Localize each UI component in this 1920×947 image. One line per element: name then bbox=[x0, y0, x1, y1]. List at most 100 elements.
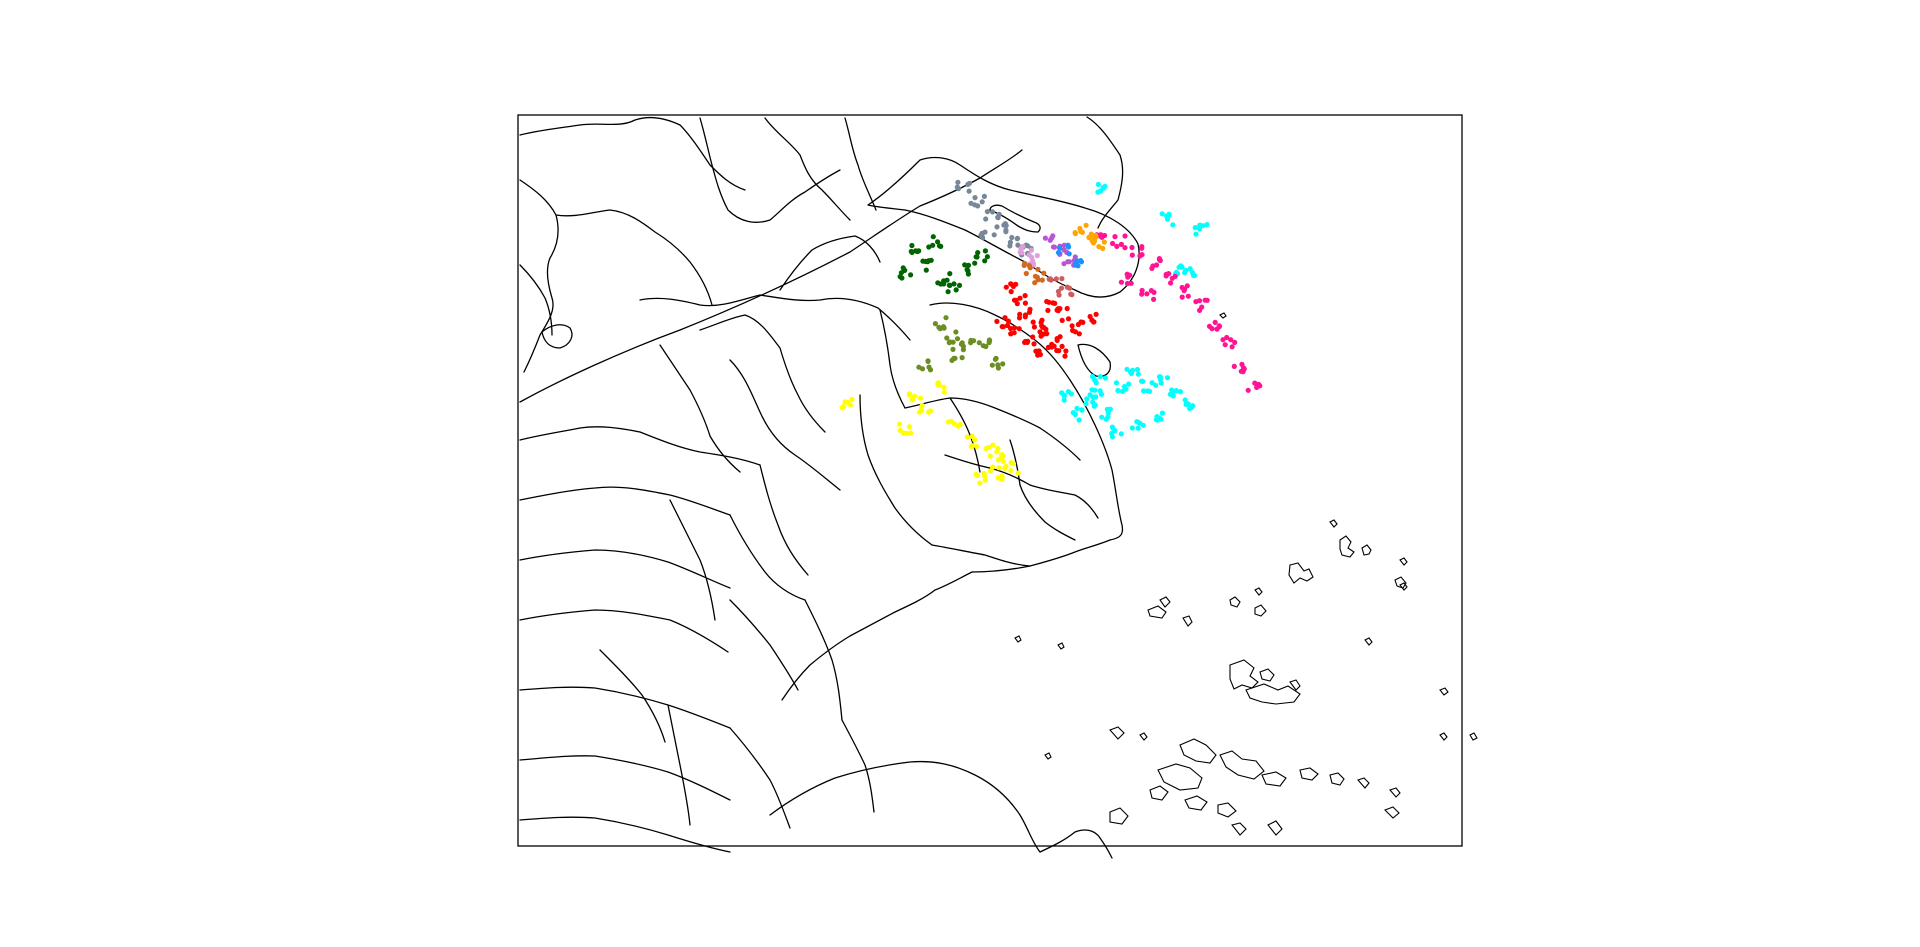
scatter-point bbox=[974, 443, 980, 449]
scatter-point bbox=[900, 265, 906, 271]
scatter-point bbox=[1003, 223, 1009, 229]
island-channel bbox=[989, 204, 1041, 233]
scatter-point bbox=[1156, 415, 1162, 421]
island-37 bbox=[1219, 312, 1227, 319]
scatter-point bbox=[898, 270, 905, 276]
scatter-point bbox=[982, 248, 989, 254]
island-12 bbox=[1245, 683, 1301, 705]
island-18 bbox=[1219, 750, 1265, 780]
scatter-point bbox=[1197, 307, 1203, 313]
scatter-point bbox=[1124, 366, 1130, 372]
island-2 bbox=[1361, 544, 1372, 556]
scatter-point bbox=[1064, 305, 1070, 312]
scatter-point bbox=[966, 180, 973, 186]
scatter-point bbox=[972, 260, 978, 266]
scatter-point bbox=[1173, 388, 1179, 394]
scatter-point bbox=[1052, 300, 1058, 306]
scatter-point bbox=[1089, 317, 1095, 323]
scatter-point bbox=[916, 364, 922, 370]
scatter-point bbox=[965, 262, 972, 268]
scatter-point bbox=[1193, 299, 1199, 305]
scatter-point bbox=[1102, 375, 1108, 381]
scatter-point bbox=[1124, 280, 1131, 287]
island-21 bbox=[1329, 772, 1345, 786]
scatter-point bbox=[1059, 390, 1065, 396]
island-5 bbox=[1159, 596, 1171, 608]
island-30 bbox=[1384, 806, 1400, 819]
scatter-point bbox=[1105, 410, 1111, 416]
scatter-point bbox=[1061, 247, 1067, 253]
scatter-point bbox=[1011, 297, 1018, 303]
scatter-point bbox=[1030, 319, 1036, 325]
scatter-point bbox=[1182, 270, 1188, 276]
scatter-point bbox=[1042, 235, 1048, 241]
district-boundary-22 bbox=[804, 599, 843, 721]
scatter-series bbox=[916, 315, 1006, 373]
scatter-point bbox=[982, 477, 988, 483]
scatter-point bbox=[1190, 272, 1196, 278]
scatter-point bbox=[940, 324, 947, 330]
changxing-island bbox=[1077, 343, 1112, 378]
scatter-point bbox=[966, 188, 972, 194]
scatter-series bbox=[954, 179, 1034, 258]
scatter-point bbox=[919, 402, 925, 409]
scatter-point bbox=[1074, 405, 1080, 411]
scatter-point bbox=[1095, 181, 1101, 187]
scatter-point bbox=[1030, 334, 1036, 340]
scatter-point bbox=[1231, 363, 1237, 369]
island-22 bbox=[1357, 777, 1370, 789]
scatter-point bbox=[980, 343, 986, 349]
scatter-point bbox=[1129, 252, 1135, 258]
island-27 bbox=[1231, 822, 1247, 836]
scatter-point bbox=[1179, 284, 1185, 291]
scatter-point bbox=[984, 254, 991, 260]
scatter-point bbox=[1084, 396, 1090, 402]
island-33 bbox=[1399, 582, 1408, 591]
scatter-point bbox=[1222, 342, 1228, 348]
scatter-point bbox=[1177, 389, 1183, 395]
scatter-point bbox=[1046, 299, 1052, 305]
scatter-point bbox=[947, 271, 953, 277]
scatter-point bbox=[1028, 247, 1035, 253]
scatter-point bbox=[1159, 410, 1165, 416]
district-boundary-5 bbox=[519, 179, 559, 373]
scatter-point bbox=[906, 392, 913, 398]
scatter-point bbox=[979, 199, 985, 205]
scatter-point bbox=[1197, 222, 1203, 228]
scatter-point bbox=[1022, 260, 1028, 267]
scatter-point bbox=[995, 214, 1001, 220]
scatter-point bbox=[995, 457, 1002, 463]
scatter-point bbox=[959, 355, 965, 361]
scatter-point bbox=[941, 384, 947, 390]
scatter-point bbox=[1166, 212, 1172, 218]
scatter-point bbox=[995, 475, 1001, 481]
scatter-point bbox=[964, 434, 970, 440]
scatter-point bbox=[950, 346, 956, 352]
scatter-point bbox=[1062, 353, 1068, 359]
island-41 bbox=[1364, 637, 1373, 646]
scatter-point bbox=[1056, 292, 1062, 298]
district-boundary-8 bbox=[659, 344, 741, 473]
district-boundary-14 bbox=[759, 464, 809, 576]
scatter-point bbox=[989, 362, 995, 368]
island-4 bbox=[1394, 576, 1407, 589]
scatter-point bbox=[1022, 300, 1028, 306]
scatter-point bbox=[1148, 288, 1154, 294]
scatter-point bbox=[969, 433, 975, 439]
offshore-islands bbox=[1014, 312, 1478, 836]
scatter-point bbox=[1027, 306, 1033, 312]
scatter-point bbox=[1157, 374, 1163, 380]
scatter-point bbox=[1022, 339, 1028, 345]
island-39 bbox=[1044, 752, 1052, 760]
scatter-point bbox=[1159, 211, 1165, 217]
island-9 bbox=[1254, 604, 1267, 617]
scatter-point bbox=[983, 446, 989, 452]
district-boundary-7 bbox=[639, 294, 911, 341]
scatter-point bbox=[1139, 291, 1145, 297]
scatter-point bbox=[944, 277, 950, 283]
scatter-point bbox=[973, 254, 979, 260]
island-8 bbox=[1229, 596, 1241, 608]
scatter-point bbox=[1158, 380, 1164, 386]
hangzhou-bay-south bbox=[769, 760, 1041, 853]
scatter-point bbox=[1178, 263, 1184, 269]
